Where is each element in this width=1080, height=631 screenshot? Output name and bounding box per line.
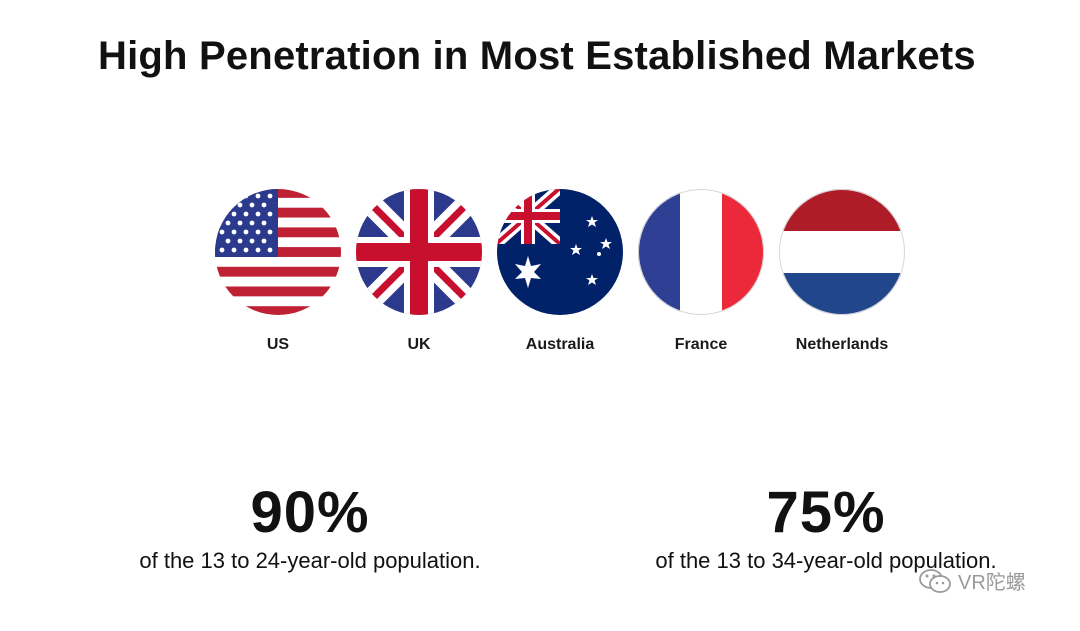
us-flag-icon <box>215 189 341 315</box>
flag-row: US UK <box>0 188 1080 368</box>
wechat-icon <box>919 568 951 593</box>
stat-value-2: 75% <box>766 480 886 545</box>
stat-caption-2: of the 13 to 34-year-old population. <box>655 548 997 573</box>
flag-france: France <box>626 188 776 354</box>
flag-label-netherlands: Netherlands <box>795 336 889 353</box>
stat-block-2: 75% of the 13 to 34-year-old population. <box>576 484 1076 574</box>
stat-block-1: 90% of the 13 to 24-year-old population. <box>60 484 560 574</box>
stat-value-1: 90% <box>250 480 370 545</box>
flag-label-australia: Australia <box>525 336 595 353</box>
stat-caption-1: of the 13 to 24-year-old population. <box>139 548 481 573</box>
flag-netherlands: Netherlands <box>767 188 917 354</box>
flag-us: US <box>203 188 353 354</box>
page-title: High Penetration in Most Established Mar… <box>98 34 976 78</box>
watermark: VR陀螺 <box>918 566 1026 595</box>
uk-flag-icon <box>356 189 482 315</box>
flag-label-france: France <box>674 336 728 353</box>
france-flag-icon <box>638 189 764 315</box>
australia-flag-icon <box>497 189 623 315</box>
flag-australia: Australia <box>485 188 635 354</box>
netherlands-flag-icon <box>779 189 905 315</box>
flag-label-uk: UK <box>407 336 431 353</box>
flag-uk: UK <box>344 188 494 354</box>
watermark-text: VR陀螺 <box>958 572 1026 594</box>
flag-label-us: US <box>266 336 290 353</box>
